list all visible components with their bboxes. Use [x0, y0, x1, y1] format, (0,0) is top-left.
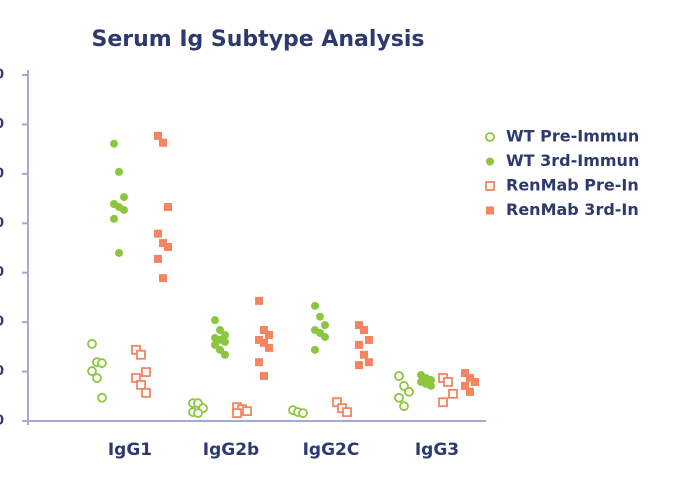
data-point	[242, 406, 252, 417]
data-point	[136, 349, 146, 360]
data-point	[448, 388, 458, 399]
data-point	[316, 312, 324, 321]
data-point	[159, 274, 167, 283]
data-point	[355, 321, 363, 330]
data-point	[399, 401, 409, 412]
data-point	[461, 381, 469, 390]
data-point	[265, 343, 273, 352]
data-point	[164, 202, 172, 211]
data-point	[141, 367, 151, 377]
data-point	[461, 369, 469, 378]
legend-label: WT 3rd-Immun	[506, 151, 639, 170]
data-point	[164, 243, 172, 252]
data-point	[221, 337, 229, 346]
data-point	[221, 350, 229, 359]
x-tick-label: IgG2b	[203, 440, 259, 460]
data-point	[427, 381, 435, 390]
data-point	[92, 373, 102, 383]
data-point	[342, 407, 352, 418]
data-point	[115, 167, 123, 176]
data-point	[365, 335, 373, 344]
data-point	[471, 377, 479, 386]
data-point	[360, 350, 368, 359]
data-point	[466, 387, 474, 396]
data-point	[211, 316, 219, 325]
data-point	[97, 358, 107, 369]
y-tick-label: 400	[0, 216, 4, 231]
data-point	[311, 301, 319, 310]
data-point	[404, 386, 414, 397]
data-point	[120, 193, 128, 202]
y-tick-label: 700	[0, 68, 4, 83]
data-point	[87, 338, 97, 349]
data-point	[255, 296, 263, 305]
data-point	[211, 340, 219, 349]
data-point	[486, 157, 494, 166]
data-point	[159, 138, 167, 147]
data-point	[260, 338, 268, 347]
data-point	[221, 330, 229, 339]
data-point	[216, 345, 224, 354]
data-point	[443, 377, 453, 387]
data-point	[321, 321, 329, 330]
data-point	[136, 380, 146, 390]
chart-title: Serum Ig Subtype Analysis	[91, 27, 424, 52]
legend-label: WT Pre-Immun	[506, 127, 639, 146]
data-point	[311, 345, 319, 354]
data-point	[394, 371, 404, 381]
data-point	[120, 205, 128, 214]
data-point	[321, 332, 329, 341]
data-point	[466, 373, 474, 382]
y-tick-label: 600	[0, 117, 4, 132]
data-point	[438, 397, 448, 408]
data-point	[193, 408, 203, 418]
data-point	[486, 206, 494, 215]
x-tick-label: IgG3	[415, 440, 459, 460]
y-tick-label: 300	[0, 265, 4, 280]
data-point	[154, 131, 162, 140]
data-point	[97, 392, 107, 403]
data-point	[260, 326, 268, 335]
data-point	[141, 387, 151, 398]
data-point	[265, 330, 273, 339]
data-point	[394, 392, 404, 403]
data-point	[399, 381, 409, 391]
data-point	[255, 335, 263, 344]
x-tick-label: IgG1	[108, 440, 152, 460]
data-point	[332, 397, 342, 408]
data-point	[255, 358, 263, 367]
data-point	[355, 340, 363, 349]
data-point	[110, 214, 118, 223]
data-point	[159, 239, 167, 248]
data-point	[87, 366, 97, 376]
legend-label: RenMab Pre-In	[506, 176, 639, 195]
data-point	[154, 229, 162, 238]
data-point	[298, 408, 308, 418]
data-point	[485, 132, 495, 142]
y-tick-label: 200	[0, 315, 4, 330]
y-tick-label: 100	[0, 364, 4, 379]
data-point	[216, 326, 224, 335]
data-point	[131, 344, 141, 355]
y-tick-label: 500	[0, 166, 4, 181]
data-point	[485, 181, 495, 191]
data-point	[355, 361, 363, 370]
data-point	[131, 373, 141, 383]
data-point	[232, 408, 242, 418]
legend-label: RenMab 3rd-In	[506, 200, 639, 219]
data-point	[115, 248, 123, 257]
y-tick-label: 0	[0, 414, 4, 429]
data-point	[110, 139, 118, 148]
data-point	[360, 326, 368, 335]
data-point	[260, 372, 268, 381]
data-point	[365, 358, 373, 367]
data-point	[154, 254, 162, 263]
x-tick-label: IgG2C	[303, 440, 360, 460]
